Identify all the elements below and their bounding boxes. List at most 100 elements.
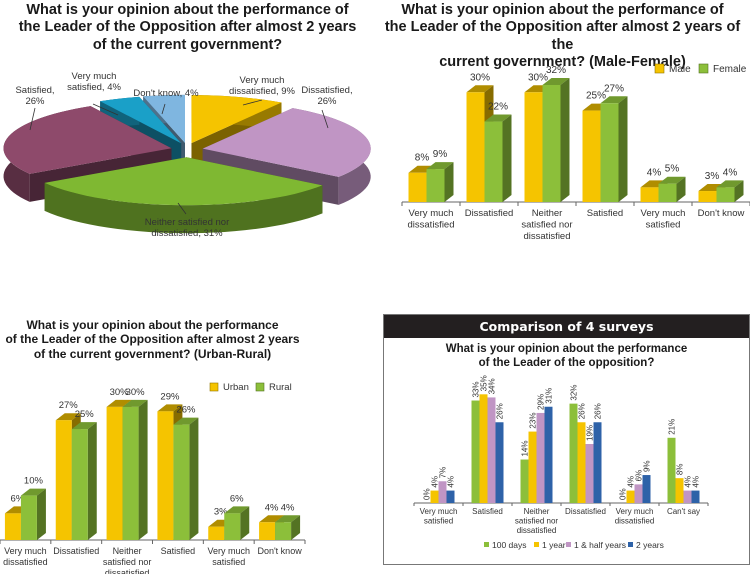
bar xyxy=(577,422,586,503)
data-label: 9% xyxy=(642,460,651,472)
bar-front xyxy=(157,411,174,540)
data-label: 26% xyxy=(593,403,602,419)
title-line: What is your opinion about the performan… xyxy=(445,343,688,355)
bar-front xyxy=(20,495,37,540)
x-tick-label-line: satisfied xyxy=(212,557,245,567)
legend-swatch xyxy=(566,542,571,547)
bar xyxy=(487,397,496,503)
data-label: 27% xyxy=(59,400,79,411)
bar-front xyxy=(426,169,445,202)
bar-side xyxy=(676,176,686,202)
data-label: 5% xyxy=(665,164,680,175)
x-tick-label-line: Very much xyxy=(4,546,47,556)
bar xyxy=(122,399,148,540)
x-tick-label-line: Very much xyxy=(616,507,654,516)
bar xyxy=(71,422,97,540)
data-label: 8% xyxy=(415,153,430,164)
bar-side xyxy=(734,180,744,202)
bar xyxy=(20,488,46,540)
bar-top xyxy=(71,422,97,430)
bar-front xyxy=(658,183,677,202)
bar xyxy=(520,459,529,503)
x-tick-label: Neither satisfied nor dissatisfied xyxy=(515,507,558,535)
data-label: 4% xyxy=(265,502,279,513)
x-tick-label: Very much dissatisfied xyxy=(408,208,455,231)
bar-front xyxy=(640,187,659,202)
x-tick-label: Satisfied xyxy=(587,208,623,219)
pie-slice-top xyxy=(202,108,371,177)
pie-slice-top xyxy=(143,94,185,143)
legend-label: 1 & half years xyxy=(574,540,626,550)
bar-top xyxy=(20,488,46,496)
slice-label-line: Very much xyxy=(72,71,117,82)
data-label: 26% xyxy=(495,403,504,419)
slice-label-line: Very much xyxy=(240,75,285,86)
data-label: 34% xyxy=(487,378,496,394)
bar-side xyxy=(138,399,148,540)
title-line: What is your opinion about the performan… xyxy=(401,2,724,18)
data-label: 9% xyxy=(433,149,448,160)
male-female-bar-chart: Very much dissatisfied 8% 9% Dissatisfied 30%… xyxy=(401,63,750,242)
bar-front xyxy=(55,420,72,540)
bar xyxy=(430,490,439,503)
x-tick-label-line: Satisfied xyxy=(587,208,623,219)
bar-side xyxy=(291,515,301,540)
data-label: 30% xyxy=(110,387,130,398)
bar-front xyxy=(173,424,190,540)
title-line: of the Leader of the Opposition after al… xyxy=(5,332,300,347)
x-tick-label: Very much dissatisfied xyxy=(3,546,48,567)
data-label: 4% xyxy=(446,476,455,488)
bar xyxy=(479,394,488,503)
legend-swatch xyxy=(484,542,489,547)
title-line: current government? (Male-Female) xyxy=(439,54,686,71)
bar-top xyxy=(55,413,81,421)
x-tick-label-line: Neither xyxy=(532,208,563,219)
slice-label-line: dissatisfied, 31% xyxy=(151,228,223,239)
data-label: 30% xyxy=(528,72,548,83)
x-tick-label-line: Very much xyxy=(420,507,458,516)
bar-front xyxy=(71,429,88,540)
x-tick-label-line: Dissatisfied xyxy=(465,208,514,219)
bar xyxy=(585,444,594,503)
data-label: 19% xyxy=(585,425,594,441)
x-tick-label: Very much satisfied xyxy=(420,507,458,526)
slice-label-line: dissatisfied, 9% xyxy=(229,86,296,97)
bar xyxy=(542,77,570,202)
bar xyxy=(642,475,651,503)
x-tick-label-line: Can't say xyxy=(667,507,700,516)
bar-side xyxy=(189,417,199,540)
bar xyxy=(275,515,301,540)
data-label: 7% xyxy=(438,467,447,479)
bar-top xyxy=(224,506,250,514)
bar xyxy=(675,478,684,503)
data-label: 10% xyxy=(24,476,44,487)
data-label: 4% xyxy=(647,167,662,178)
x-tick-label-line: dissatisfied xyxy=(3,557,48,567)
pie-slice-top xyxy=(44,157,323,206)
data-label: 31% xyxy=(544,388,553,404)
slice-label-line: Dissatisfied, xyxy=(301,85,352,96)
pie-slice-top xyxy=(191,95,282,144)
title-line: What is your opinion about the performan… xyxy=(26,2,349,18)
x-tick-label-line: Don't know xyxy=(698,208,745,219)
legend-swatch xyxy=(628,542,633,547)
bar-top xyxy=(173,417,199,425)
x-tick-label-line: Neither xyxy=(113,546,142,556)
data-label: 22% xyxy=(488,102,508,113)
bar-side xyxy=(502,114,512,202)
data-label: 4% xyxy=(430,476,439,488)
x-tick-label-line: Don't know xyxy=(257,546,302,556)
legend-swatch xyxy=(654,63,665,74)
data-label: 4% xyxy=(683,476,692,488)
slice-label: Don't know, 4% xyxy=(133,88,199,99)
bar-front xyxy=(408,172,427,202)
data-label: 4% xyxy=(691,476,700,488)
data-label: 30% xyxy=(126,387,146,398)
x-tick-label: Don't know xyxy=(698,208,745,219)
bar-side xyxy=(444,162,454,202)
data-label: 0% xyxy=(422,488,431,500)
x-tick-label-line: Very much xyxy=(409,208,454,219)
legend-swatch xyxy=(534,542,539,547)
data-label: 30% xyxy=(470,72,490,83)
